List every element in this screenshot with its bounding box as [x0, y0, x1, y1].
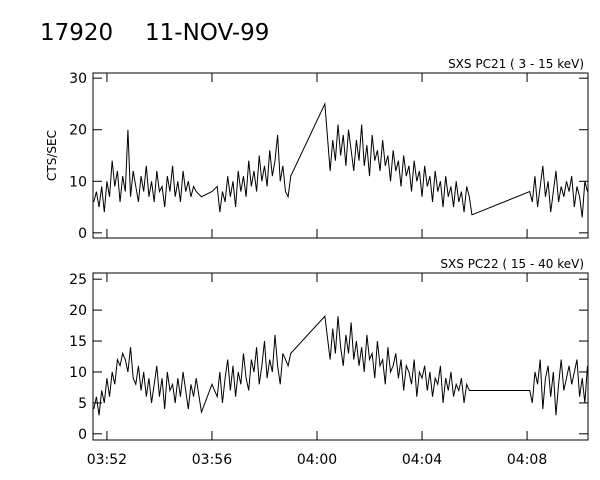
- y-tick-label: 25: [69, 272, 87, 288]
- y-tick-label: 0: [78, 226, 87, 242]
- plot-area: [93, 315, 588, 416]
- y-tick-label: 20: [69, 123, 87, 139]
- y-tick-label: 0: [78, 427, 87, 443]
- plot-frame: [92, 272, 589, 441]
- plot-frame: [92, 72, 589, 239]
- y-tick-label: 15: [69, 334, 87, 350]
- x-tick-label: 03:52: [87, 452, 127, 468]
- data-line: [93, 102, 588, 218]
- x-tick-label: 04:04: [402, 452, 442, 468]
- y-tick-label: 5: [78, 396, 87, 412]
- y-tick-label: 10: [69, 365, 87, 381]
- x-tick-label: 04:00: [297, 452, 337, 468]
- panel-title: SXS PC22 ( 15 - 40 keV): [440, 257, 584, 271]
- plot-area: [93, 102, 588, 218]
- y-tick-label: 30: [69, 71, 87, 87]
- x-tick-label: 04:08: [507, 452, 547, 468]
- y-tick-label: 10: [69, 174, 87, 190]
- panel-title: SXS PC21 ( 3 - 15 keV): [448, 57, 584, 71]
- observation-id: 17920: [40, 20, 113, 46]
- x-tick-label: 03:56: [192, 452, 232, 468]
- observation-date: 11-NOV-99: [145, 20, 269, 46]
- y-tick-label: 20: [69, 303, 87, 319]
- data-line: [93, 315, 588, 416]
- y-axis-label: CTS/SEC: [45, 130, 59, 181]
